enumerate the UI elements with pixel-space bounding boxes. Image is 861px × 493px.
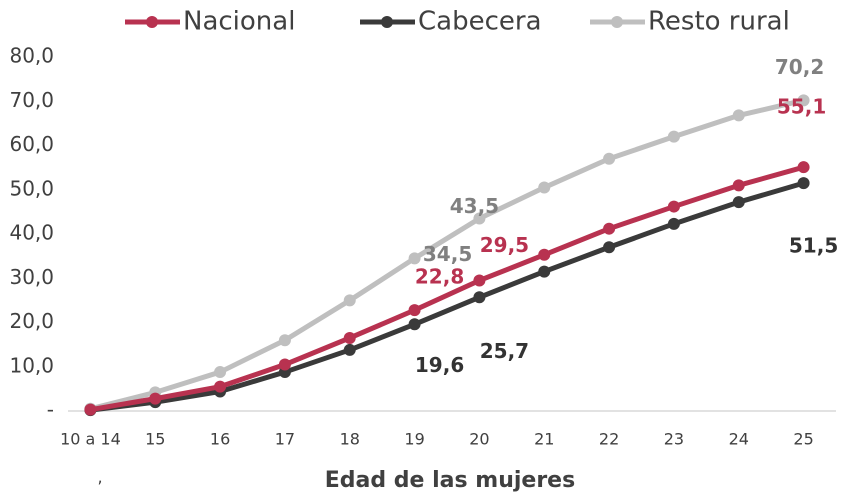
data-label: 43,5	[450, 194, 499, 218]
data-point	[408, 318, 421, 331]
y-tick-label: 20,0	[9, 309, 54, 333]
data-label: 34,5	[423, 242, 472, 266]
data-point	[732, 109, 745, 122]
y-tick-label: -	[47, 398, 54, 422]
x-tick-label: 18	[340, 430, 360, 449]
data-point	[343, 294, 356, 307]
legend-marker	[611, 16, 623, 28]
series-line	[90, 180, 805, 413]
data-point	[473, 291, 486, 304]
data-point	[603, 222, 616, 235]
data-label: 22,8	[415, 265, 464, 289]
data-label: 51,5	[789, 234, 838, 258]
data-point	[214, 380, 227, 393]
data-point	[667, 130, 680, 143]
data-point	[408, 304, 421, 317]
x-tick-label: 25	[793, 430, 813, 449]
data-point	[797, 177, 810, 190]
y-tick-label: 70,0	[9, 88, 54, 112]
data-point	[149, 392, 162, 405]
x-tick-label: 10 a 14	[60, 430, 121, 449]
y-tick-label: 60,0	[9, 132, 54, 156]
x-tick-label: 22	[599, 430, 619, 449]
x-tick-label: 15	[145, 430, 165, 449]
data-point	[732, 179, 745, 192]
y-tick-label: 40,0	[9, 221, 54, 245]
x-axis-title: Edad de las mujeres	[325, 468, 575, 493]
data-point	[667, 217, 680, 230]
x-tick-label: 19	[404, 430, 424, 449]
x-tick-label: 20	[469, 430, 489, 449]
data-point	[797, 94, 810, 107]
data-point	[473, 274, 486, 287]
data-point	[343, 343, 356, 356]
footnote: ,	[97, 468, 102, 487]
x-tick-label: 21	[534, 430, 554, 449]
legend-marker	[381, 16, 393, 28]
legend-label: Nacional	[183, 7, 295, 37]
y-tick-label: 80,0	[9, 44, 54, 68]
x-tick-label: 23	[664, 430, 684, 449]
data-point	[214, 366, 227, 379]
x-tick-label: 17	[275, 430, 295, 449]
x-tick-label: 24	[729, 430, 749, 449]
data-label: 29,5	[480, 233, 529, 257]
data-point	[603, 152, 616, 165]
series-line	[89, 97, 805, 412]
data-point	[538, 181, 551, 194]
data-point	[603, 241, 616, 254]
data-point	[667, 200, 680, 213]
x-tick-label: 16	[210, 430, 230, 449]
legend-label: Cabecera	[418, 7, 542, 37]
y-tick-label: 30,0	[9, 265, 54, 289]
data-point	[797, 161, 810, 174]
data-label: 70,2	[775, 55, 824, 79]
series-line	[89, 164, 805, 413]
data-point	[84, 403, 97, 416]
data-label: 25,7	[480, 339, 529, 363]
data-label: 55,1	[777, 95, 826, 119]
data-point	[732, 196, 745, 209]
y-tick-label: 10,0	[9, 353, 54, 377]
y-tick-label: 50,0	[9, 176, 54, 200]
legend-label: Resto rural	[648, 7, 790, 37]
legend-marker	[146, 16, 158, 28]
data-label: 19,6	[415, 353, 464, 377]
data-point	[343, 331, 356, 344]
data-point	[278, 334, 291, 347]
data-point	[538, 265, 551, 278]
data-point	[473, 212, 486, 225]
data-point	[408, 252, 421, 265]
data-point	[278, 358, 291, 371]
data-point	[538, 248, 551, 261]
